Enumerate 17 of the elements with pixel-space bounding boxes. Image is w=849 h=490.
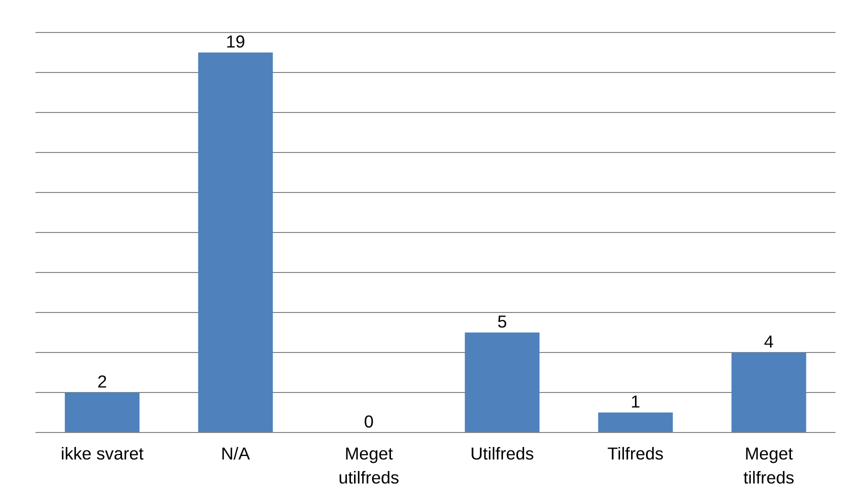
data-label: 0 <box>364 412 374 432</box>
x-tick-label: Utilfreds <box>470 444 534 464</box>
bar <box>64 392 140 432</box>
bar <box>598 412 673 432</box>
data-label: 1 <box>630 392 640 412</box>
x-tick-label: Meget utilfreds <box>338 444 400 488</box>
x-tick-label: N/A <box>221 444 250 464</box>
data-label: 2 <box>97 372 107 392</box>
data-label: 4 <box>764 332 774 352</box>
x-tick-label: ikke svaret <box>60 444 144 464</box>
x-tick-label: Meget tilfreds <box>743 444 795 488</box>
x-tick-label: Tilfreds <box>607 444 664 464</box>
bar <box>464 332 540 432</box>
bar <box>732 352 806 432</box>
data-label: 19 <box>226 32 246 52</box>
data-label: 5 <box>497 312 507 332</box>
bar <box>198 52 273 432</box>
